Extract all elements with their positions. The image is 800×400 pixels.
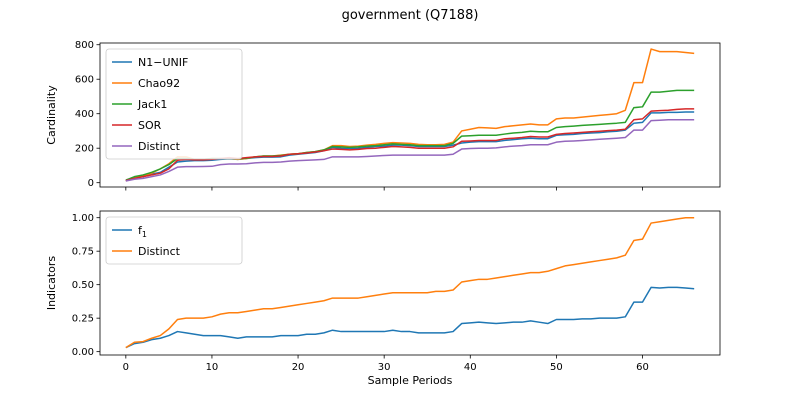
figure-title: government (Q7188) <box>342 8 479 23</box>
legend-label: Distinct <box>138 140 181 153</box>
cardinality-chart: 0 200 400 600 800 Cardinality N1−UNIF Chao92 Jac… <box>45 40 721 191</box>
legend-label: Chao92 <box>138 77 180 90</box>
series-line-0-4 <box>125 118 695 182</box>
y-tick-label: 200 <box>75 144 94 155</box>
legend-label: SOR <box>138 119 162 132</box>
x-tick-label: 30 <box>378 362 391 373</box>
y-tick-label: 0.50 <box>72 280 94 291</box>
y-tick-label: 0 <box>88 178 94 189</box>
y-tick-label: 1.00 <box>72 213 94 224</box>
legend-label: f1 <box>138 224 147 239</box>
y-axis-label: Cardinality <box>45 85 58 145</box>
y-axis-label: Indicators <box>45 256 58 311</box>
legend-label: N1−UNIF <box>138 56 188 69</box>
legend-box <box>105 48 243 160</box>
y-tick-label: 600 <box>75 75 94 86</box>
y-tick-label: 400 <box>75 109 94 120</box>
series-line-1-1 <box>125 216 695 349</box>
legend-label: Distinct <box>138 245 181 258</box>
x-tick-label: 50 <box>550 362 563 373</box>
y-tick-label: 800 <box>75 40 94 51</box>
x-tick-label: 20 <box>292 362 305 373</box>
indicators-chart: 0.00 0.25 0.50 0.75 1.00 0 10 20 30 40 50 60 Indicat… <box>45 210 721 387</box>
plot-frame <box>99 42 721 188</box>
x-axis-label: Sample Periods <box>368 374 453 387</box>
y-tick-label: 0.00 <box>72 347 94 358</box>
series-line-0-0 <box>125 111 695 182</box>
plot-frame <box>99 210 721 356</box>
legend-box <box>105 216 243 265</box>
series-line-1-0 <box>125 286 695 349</box>
x-tick-label: 10 <box>206 362 219 373</box>
x-tick-label: 60 <box>636 362 649 373</box>
x-tick-label: 0 <box>123 362 129 373</box>
legend-label: Jack1 <box>137 98 167 111</box>
y-tick-label: 0.75 <box>72 247 94 258</box>
x-tick-label: 40 <box>464 362 477 373</box>
y-tick-label: 0.25 <box>72 314 94 325</box>
